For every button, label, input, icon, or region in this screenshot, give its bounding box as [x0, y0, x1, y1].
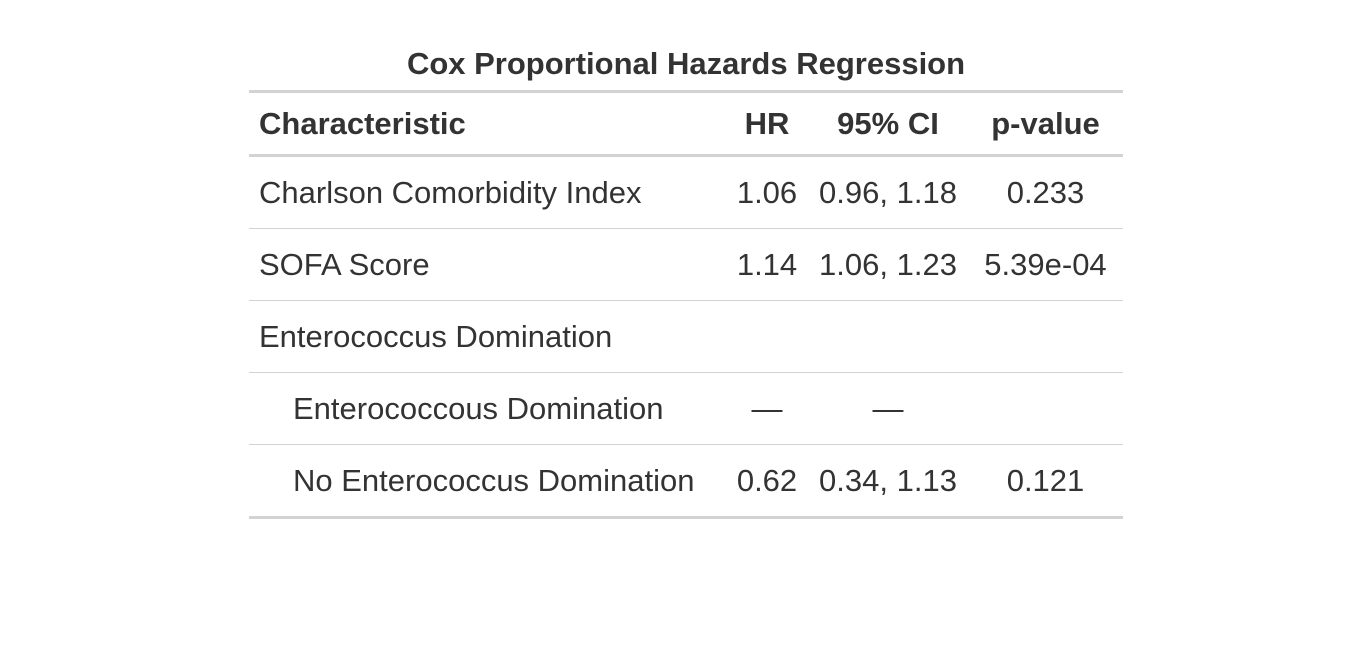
table-row: SOFA Score 1.14 1.06, 1.23 5.39e-04	[249, 228, 1123, 301]
header-row: Characteristic HR 95% CI p-value	[249, 93, 1123, 157]
header-p-value: p-value	[968, 93, 1123, 157]
row-p-value: 0.233	[968, 155, 1123, 229]
table-row: Charlson Comorbidity Index 1.06 0.96, 1.…	[249, 155, 1123, 229]
row-label: Charlson Comorbidity Index	[249, 155, 726, 229]
row-ci: 0.34, 1.13	[808, 444, 968, 519]
row-hr	[726, 300, 808, 373]
results-table: Characteristic HR 95% CI p-value Charlso…	[249, 93, 1123, 519]
row-hr: 1.06	[726, 155, 808, 229]
table-row: Enterococcus Domination	[249, 300, 1123, 373]
table-row: Enterococcous Domination — —	[249, 372, 1123, 445]
row-hr: 0.62	[726, 444, 808, 519]
header-hr: HR	[726, 93, 808, 157]
row-ci: —	[808, 372, 968, 445]
regression-table: Cox Proportional Hazards Regression Char…	[249, 40, 1123, 519]
row-ci	[808, 300, 968, 373]
header-characteristic: Characteristic	[249, 93, 726, 157]
row-label: Enterococcus Domination	[249, 300, 726, 373]
row-p-value	[968, 300, 1123, 373]
table-row: No Enterococcus Domination 0.62 0.34, 1.…	[249, 444, 1123, 519]
row-p-value	[968, 372, 1123, 445]
row-label: Enterococcous Domination	[249, 372, 726, 445]
row-ci: 0.96, 1.18	[808, 155, 968, 229]
table-title: Cox Proportional Hazards Regression	[249, 40, 1123, 93]
row-p-value: 5.39e-04	[968, 228, 1123, 301]
row-hr: 1.14	[726, 228, 808, 301]
row-ci: 1.06, 1.23	[808, 228, 968, 301]
row-label: No Enterococcus Domination	[249, 444, 726, 519]
header-ci: 95% CI	[808, 93, 968, 157]
row-p-value: 0.121	[968, 444, 1123, 519]
row-label: SOFA Score	[249, 228, 726, 301]
row-hr: —	[726, 372, 808, 445]
